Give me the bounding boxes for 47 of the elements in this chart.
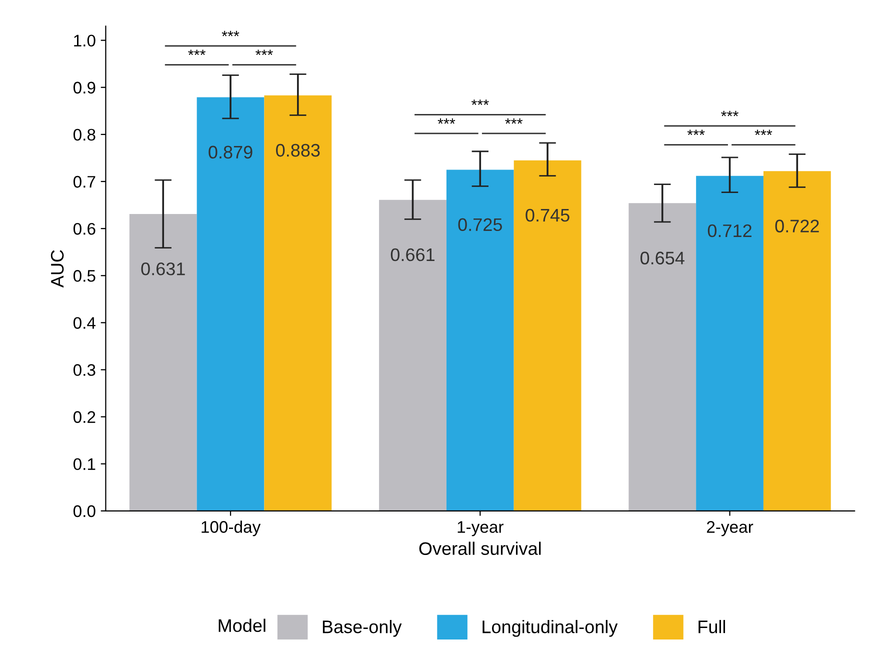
bar [446,170,514,511]
bar [264,95,332,511]
y-tick-label: 0.5 [73,270,96,282]
legend-label: Longitudinal-only [482,620,618,637]
bar [696,176,764,511]
annotation: *** [222,30,240,36]
bar [129,214,197,511]
data-label: 0.654 [640,252,684,264]
y-tick-label: 0.4 [73,317,96,329]
bar [196,97,264,511]
data-label: 0.725 [458,218,502,232]
y-tick-label: 0.1 [73,458,96,470]
legend-label: Base-only [322,620,402,637]
annotation: *** [256,50,273,56]
annotation: *** [721,110,738,116]
bar [628,203,696,511]
y-tick-label: 0.2 [73,411,96,423]
annotation: *** [754,130,772,136]
y-tick-label: 0.6 [73,222,96,235]
x-tick-label: 2-year [706,521,754,536]
legend-label: Full [698,620,726,634]
annotation: *** [438,118,456,124]
annotation: *** [188,50,206,56]
annotation: *** [687,130,705,136]
annotation: *** [471,100,489,105]
x-axis-title: Overall survival [419,542,541,555]
y-tick-label: 0.7 [73,176,96,188]
y-tick-label: 1.0 [74,34,96,47]
legend-title: Model [218,618,266,632]
data-label: 0.883 [276,144,320,157]
bar [763,171,831,511]
x-tick-label: 1-year [458,521,504,536]
data-label: 0.722 [775,220,819,232]
y-tick-label: 0.3 [73,364,96,376]
y-tick-label: 0.9 [73,82,96,94]
y-tick-label: 0.8 [73,128,96,141]
data-label: 0.631 [141,262,185,276]
data-label: 0.879 [208,146,252,159]
annotation: *** [505,118,523,124]
x-tick-label: 100-day [202,520,261,536]
data-label: 0.661 [390,248,434,262]
data-label: 0.712 [708,224,752,238]
data-label: 0.745 [526,208,570,222]
bar [379,200,446,511]
bar [514,160,582,511]
y-axis-title: AUC [50,250,64,288]
y-tick-label: 0.0 [73,505,96,518]
